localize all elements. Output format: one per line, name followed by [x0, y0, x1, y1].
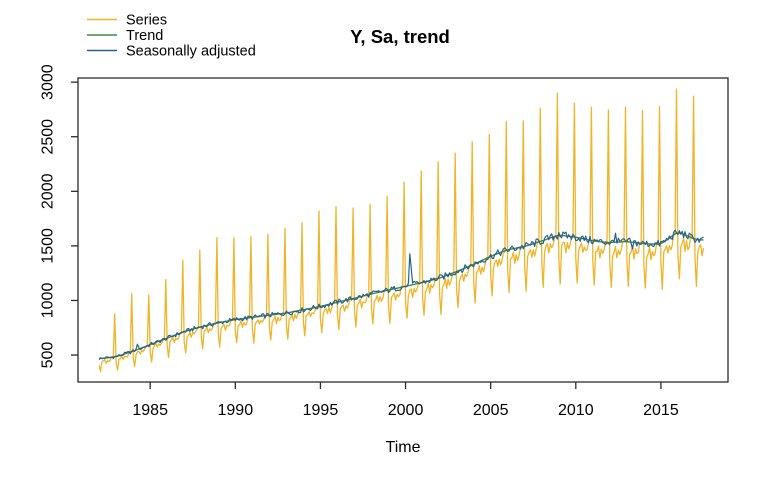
- legend: Series Trend Seasonally adjusted: [87, 13, 256, 60]
- x-axis-title: Time: [386, 439, 421, 456]
- y-tick-label: 1500: [40, 228, 57, 264]
- plot-title: Y, Sa, trend: [350, 26, 450, 47]
- x-tick-label: 2015: [643, 402, 679, 419]
- x-axis: 1985 1990 1995 2000 2005 2010 2015: [132, 382, 679, 419]
- x-tick-label: 2010: [558, 402, 594, 419]
- y-tick-label: 3000: [40, 64, 57, 100]
- y-tick-label: 500: [40, 342, 57, 369]
- trend-line: [99, 232, 704, 360]
- seasonally-adjusted-line: [98, 229, 704, 360]
- x-tick-label: 1990: [218, 402, 254, 419]
- y-axis: 500 1000 1500 2000 2500 3000: [40, 64, 78, 369]
- y-tick-label: 2500: [40, 119, 57, 155]
- x-tick-label: 2000: [388, 402, 424, 419]
- x-tick-label: 1985: [132, 402, 168, 419]
- plot-box: [77, 77, 729, 383]
- y-tick-label: 2000: [40, 173, 57, 209]
- legend-trend-label: Trend: [126, 28, 163, 44]
- legend-sa-label: Seasonally adjusted: [126, 44, 256, 60]
- y-tick-label: 1000: [40, 283, 57, 319]
- x-tick-label: 2005: [473, 402, 509, 419]
- x-tick-label: 1995: [303, 402, 339, 419]
- plot-lines: [98, 88, 705, 373]
- series-line: [98, 88, 705, 373]
- legend-series-label: Series: [126, 13, 167, 29]
